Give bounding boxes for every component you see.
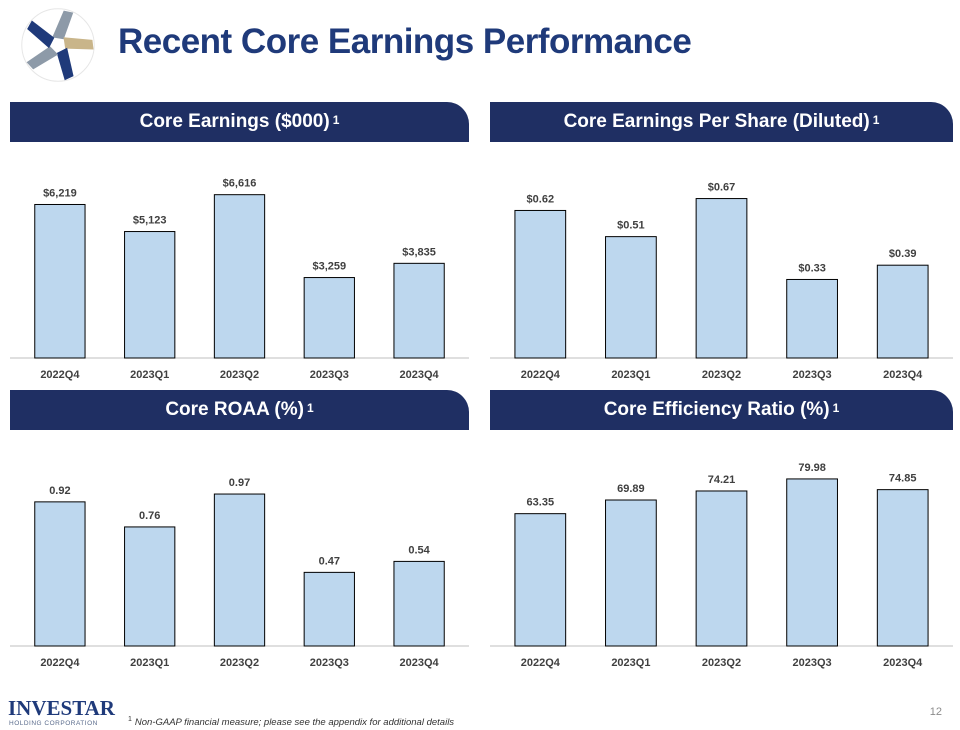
data-label: $0.62 (527, 193, 555, 205)
category-tick-label: 2023Q3 (310, 657, 349, 669)
data-label: $0.51 (617, 220, 645, 232)
panel-header-core-roaa: Core ROAA (%) 1 (10, 390, 469, 430)
bar (605, 499, 657, 647)
category-tick-label: 2023Q4 (400, 657, 440, 669)
data-label: 0.97 (229, 477, 250, 489)
bar (34, 203, 86, 359)
category-tick-label: 2023Q3 (310, 369, 349, 381)
category-tick-label: 2022Q4 (521, 369, 561, 381)
core-earnings-chart: $6,219 2022Q4 $5,123 2023Q1 $6,616 2023Q2 $3,2… (10, 178, 469, 381)
page-title: Recent Core Earnings Performance (118, 22, 692, 61)
panel-superscript: 1 (332, 113, 340, 127)
bar (605, 236, 657, 359)
category-tick-label: 2023Q1 (130, 657, 169, 669)
footnote: 1 Non-GAAP financial measure; please see … (128, 716, 454, 728)
footnote-marker: 1 (128, 716, 132, 723)
bar (303, 277, 355, 359)
core-eps-chart: $0.62 2022Q4 $0.51 2023Q1 $0.67 2023Q2 $0.33 20… (490, 182, 953, 381)
investar-logo: INVESTAR HOLDING CORPORATION (8, 696, 116, 727)
bar (393, 560, 445, 647)
category-tick-label: 2023Q4 (400, 369, 440, 381)
bar (876, 264, 929, 359)
panel-header-core-earnings: Core Earnings ($000) 1 (10, 102, 469, 142)
bar (876, 489, 929, 647)
bar (124, 231, 176, 359)
data-label: $6,616 (223, 178, 257, 190)
panel-title: Core Earnings Per Share (Diluted) (563, 111, 870, 132)
category-tick-label: 2023Q1 (611, 369, 650, 381)
category-tick-label: 2023Q2 (220, 657, 259, 669)
data-label: $0.39 (889, 248, 917, 260)
category-tick-label: 2023Q4 (883, 369, 923, 381)
data-label: $3,259 (312, 261, 346, 273)
bar (786, 278, 838, 359)
data-label: 0.47 (319, 555, 340, 567)
data-label: $0.33 (798, 262, 826, 274)
data-label: $6,219 (43, 187, 77, 199)
category-tick-label: 2022Q4 (521, 657, 561, 669)
company-logo (21, 8, 95, 82)
bar (786, 478, 838, 647)
data-label: 0.92 (49, 485, 70, 497)
bar (514, 513, 567, 647)
category-tick-label: 2023Q2 (702, 657, 741, 669)
category-tick-label: 2023Q1 (611, 657, 650, 669)
bar (124, 526, 176, 647)
bar (34, 501, 86, 647)
panel-superscript: 1 (306, 401, 314, 415)
panel-title: Core Efficiency Ratio (%) (603, 399, 830, 420)
category-tick-label: 2022Q4 (40, 657, 80, 669)
page-number: 12 (929, 706, 942, 718)
panel-title: Core ROAA (%) (165, 399, 304, 420)
bar (303, 571, 355, 647)
data-label: $0.67 (708, 182, 736, 194)
bar (213, 194, 266, 359)
footer-logo-name: INVESTAR (8, 696, 116, 720)
panel-title: Core Earnings ($000) (139, 111, 330, 132)
data-label: 79.98 (798, 462, 826, 474)
category-tick-label: 2023Q2 (702, 369, 741, 381)
data-label: $5,123 (133, 215, 167, 227)
category-tick-label: 2023Q3 (793, 369, 832, 381)
bar (695, 490, 748, 647)
panel-header-core-eps: Core Earnings Per Share (Diluted) 1 (490, 102, 953, 142)
bar (213, 493, 266, 647)
footnote-text: Non-GAAP financial measure; please see t… (134, 717, 455, 729)
category-tick-label: 2023Q4 (883, 657, 923, 669)
category-tick-label: 2023Q3 (793, 657, 832, 669)
data-label: 74.85 (889, 473, 917, 485)
data-label: 63.35 (527, 497, 555, 509)
bar (514, 209, 567, 359)
footer-logo-tagline: HOLDING CORPORATION (9, 720, 98, 727)
core-roaa-chart: 0.92 2022Q4 0.76 2023Q1 0.97 2023Q2 0.47 2023Q3… (10, 477, 469, 669)
data-label: 74.21 (708, 474, 736, 486)
data-label: 69.89 (617, 483, 645, 495)
bar (393, 262, 445, 359)
data-label: 0.54 (408, 544, 430, 556)
panel-superscript: 1 (872, 113, 880, 127)
category-tick-label: 2023Q1 (130, 369, 169, 381)
category-tick-label: 2022Q4 (40, 369, 80, 381)
category-tick-label: 2023Q2 (220, 369, 259, 381)
bar (695, 198, 748, 359)
panel-header-core-efficiency: Core Efficiency Ratio (%) 1 (490, 390, 953, 430)
panel-superscript: 1 (832, 401, 840, 415)
data-label: $3,835 (402, 246, 436, 258)
data-label: 0.76 (139, 510, 160, 522)
core-efficiency-chart: 63.35 2022Q4 69.89 2023Q1 74.21 2023Q2 79.98 20… (490, 462, 953, 669)
